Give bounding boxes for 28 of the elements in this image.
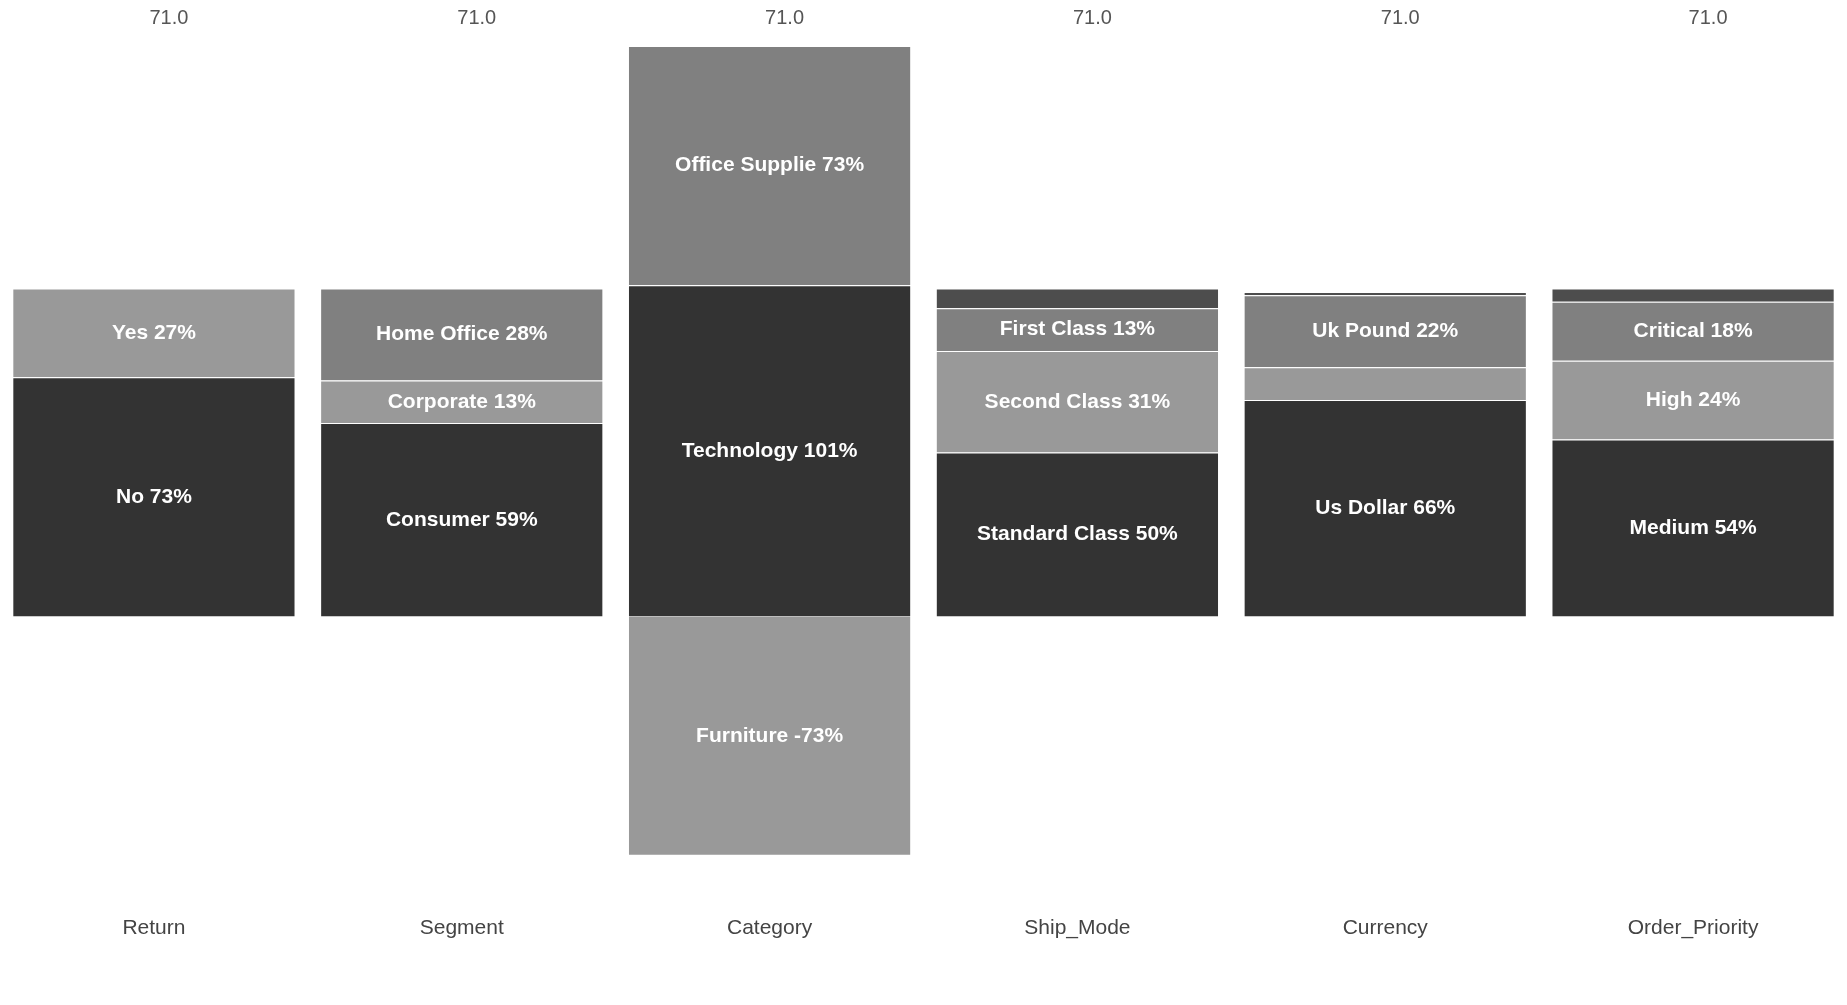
data-label: Us Dollar 66% bbox=[1315, 495, 1456, 519]
x-tick-label: Category bbox=[726, 915, 813, 939]
data-label: First Class 13% bbox=[999, 316, 1156, 340]
data-label: Standard Class 50% bbox=[977, 521, 1179, 545]
text: 71.0 bbox=[1072, 5, 1112, 28]
data-label: Furniture -73% bbox=[696, 722, 844, 746]
text: 71.0 bbox=[1688, 5, 1728, 28]
data-label: Yes 27% bbox=[111, 319, 197, 343]
x-tick-label: Ship_Mode bbox=[1024, 915, 1131, 940]
x-tick-label: Segment bbox=[419, 915, 504, 939]
data-label: Office Supplie 73% bbox=[675, 152, 865, 176]
data-label: Technology 101% bbox=[681, 437, 858, 461]
data-label: Corporate 13% bbox=[387, 388, 537, 412]
data-label: Home Office 28% bbox=[375, 321, 548, 345]
data-label: Consumer 59% bbox=[385, 506, 538, 530]
data-label: Medium 54% bbox=[1629, 514, 1758, 538]
x-tick-label: Return bbox=[122, 915, 186, 939]
data-label: Critical 18% bbox=[1633, 318, 1753, 342]
x-tick-label: Order_Priority bbox=[1627, 915, 1759, 940]
x-tick-label: Currency bbox=[1342, 915, 1429, 939]
data-label: Second Class 31% bbox=[984, 388, 1171, 412]
data-label: High 24% bbox=[1645, 386, 1741, 410]
text: 71.0 bbox=[1380, 5, 1420, 28]
text: 71.0 bbox=[765, 5, 805, 28]
data-label: Uk Pound 22% bbox=[1312, 318, 1459, 342]
text: 71.0 bbox=[457, 5, 497, 28]
text: 71.0 bbox=[149, 5, 189, 28]
data-label: No 73% bbox=[115, 483, 193, 507]
